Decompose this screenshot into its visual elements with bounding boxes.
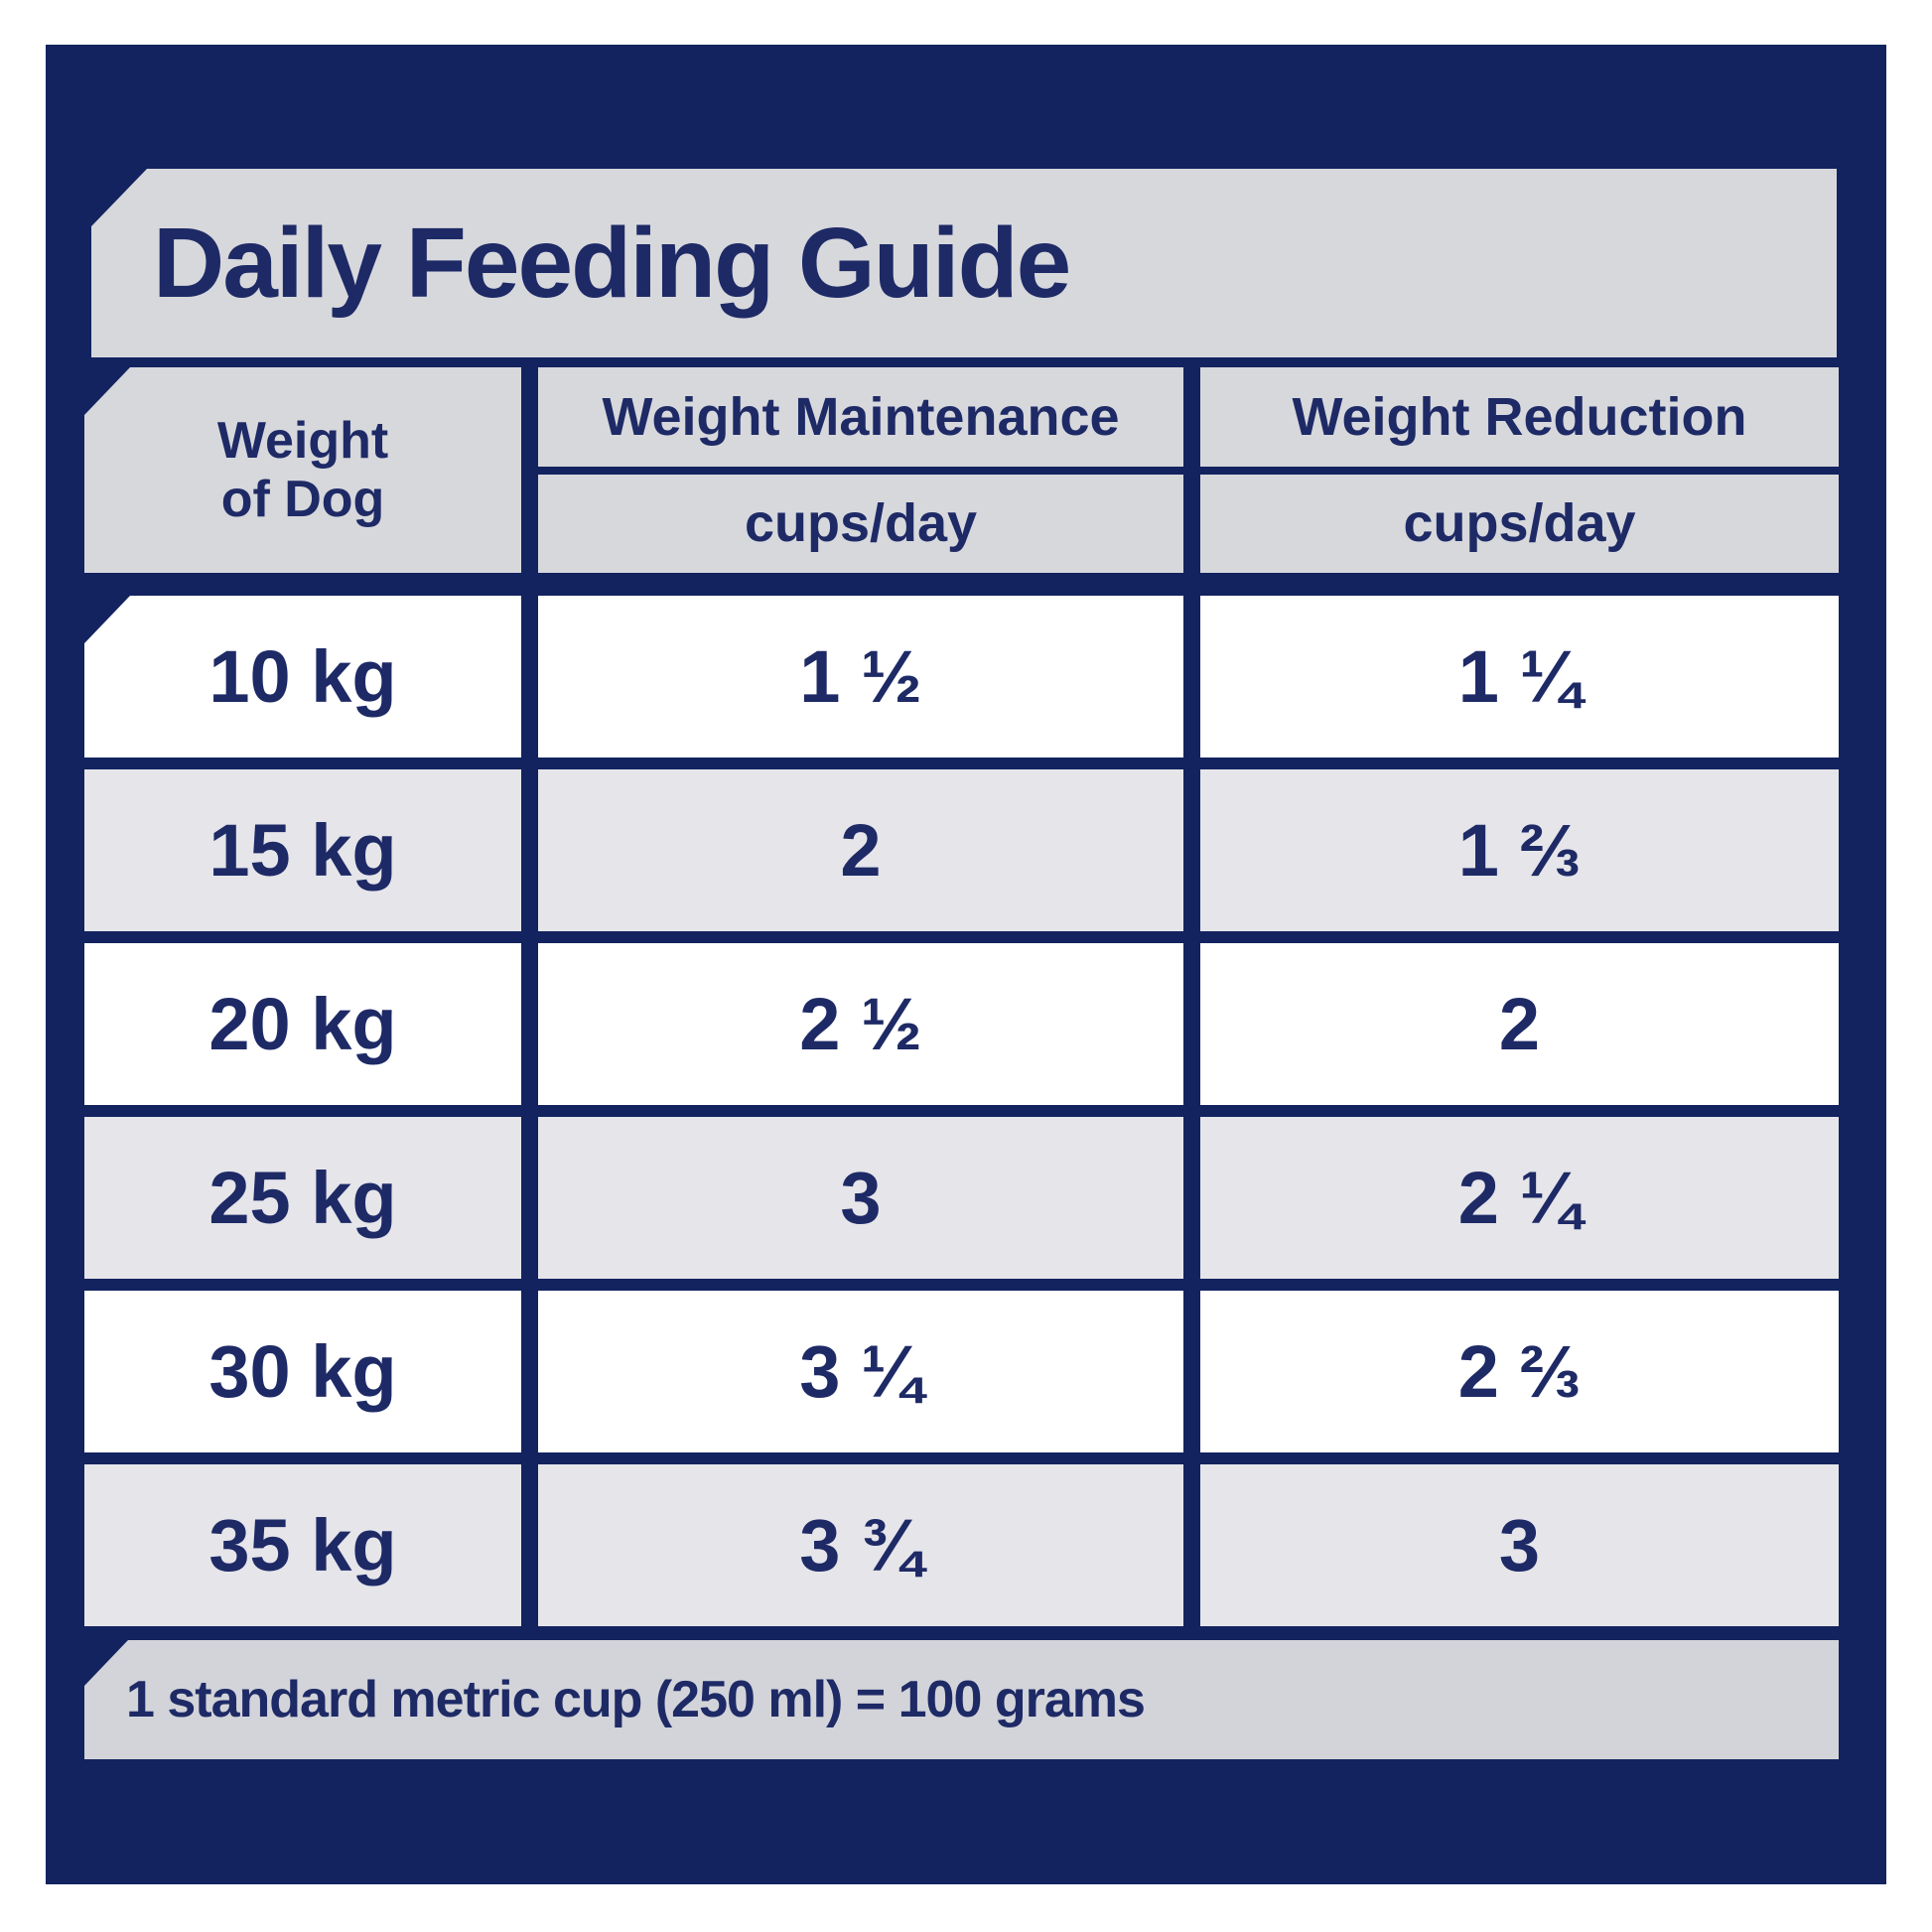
title-bar: Daily Feeding Guide (91, 169, 1837, 357)
header-weight-maintenance: Weight Maintenance cups/day (538, 367, 1183, 573)
maintenance-cell: 2 (538, 769, 1183, 931)
reduction-label: Weight Reduction (1292, 386, 1747, 447)
reduction-unit: cups/day (1403, 493, 1636, 554)
reduction-cell: 2 (1200, 943, 1839, 1105)
reduction-cell: 2 ¼ (1200, 1117, 1839, 1279)
header-weight-of-dog: Weight of Dog (84, 367, 521, 573)
reduction-cell: 3 (1200, 1464, 1839, 1626)
weight-cell: 25 kg (84, 1117, 521, 1279)
feeding-guide-panel: Daily Feeding Guide Weight of Dog Weight… (46, 45, 1886, 1884)
weight-cell: 20 kg (84, 943, 521, 1105)
maintenance-cell: 2 ½ (538, 943, 1183, 1105)
footer-note-bar: 1 standard metric cup (250 ml) = 100 gra… (84, 1640, 1839, 1759)
maintenance-label: Weight Maintenance (602, 386, 1120, 447)
feeding-table-body: 10 kg 1 ½ 1 ¼ 15 kg 2 1 ⅔ 20 kg 2 ½ 2 25… (84, 596, 1839, 1626)
maintenance-cell: 3 ¾ (538, 1464, 1183, 1626)
weight-cell: 30 kg (84, 1291, 521, 1452)
maintenance-cell: 3 ¼ (538, 1291, 1183, 1452)
weight-cell: 10 kg (84, 596, 521, 758)
header-weight-reduction: Weight Reduction cups/day (1200, 367, 1839, 573)
maintenance-cell: 3 (538, 1117, 1183, 1279)
cup-conversion-note: 1 standard metric cup (250 ml) = 100 gra… (126, 1671, 1146, 1728)
reduction-cell: 2 ⅔ (1200, 1291, 1839, 1452)
reduction-cell: 1 ⅔ (1200, 769, 1839, 931)
header-weight-line2: of Dog (220, 470, 385, 528)
table-header-row: Weight of Dog Weight Maintenance cups/da… (84, 367, 1839, 573)
maintenance-unit: cups/day (744, 493, 978, 554)
header-weight-line1: Weight (216, 412, 389, 471)
weight-cell: 35 kg (84, 1464, 521, 1626)
page-title: Daily Feeding Guide (153, 207, 1071, 319)
header-divider (1200, 466, 1839, 475)
reduction-cell: 1 ¼ (1200, 596, 1839, 758)
header-divider (538, 466, 1183, 475)
weight-cell: 15 kg (84, 769, 521, 931)
maintenance-cell: 1 ½ (538, 596, 1183, 758)
